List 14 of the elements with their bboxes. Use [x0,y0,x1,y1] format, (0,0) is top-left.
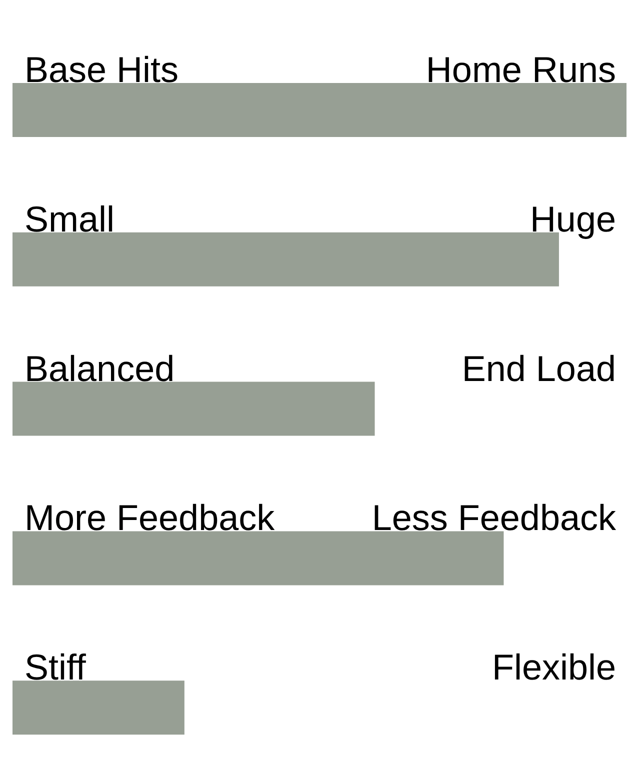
annotation: End Load [462,348,616,389]
y-tick-label: More Feedback [24,497,276,538]
annotation: Home Runs [426,49,616,90]
bar [12,680,184,735]
y-tick-label: Balanced [24,348,175,389]
y-tick-label: Base Hits [24,49,179,90]
bar [12,382,375,436]
bar [12,83,626,137]
bar [12,531,504,586]
annotation: Huge [530,198,616,240]
y-tick-label: Small [24,198,115,240]
annotation: Less Feedback [372,497,617,538]
y-tick-label: Stiff [24,646,87,688]
annotation: Flexible [492,646,616,688]
